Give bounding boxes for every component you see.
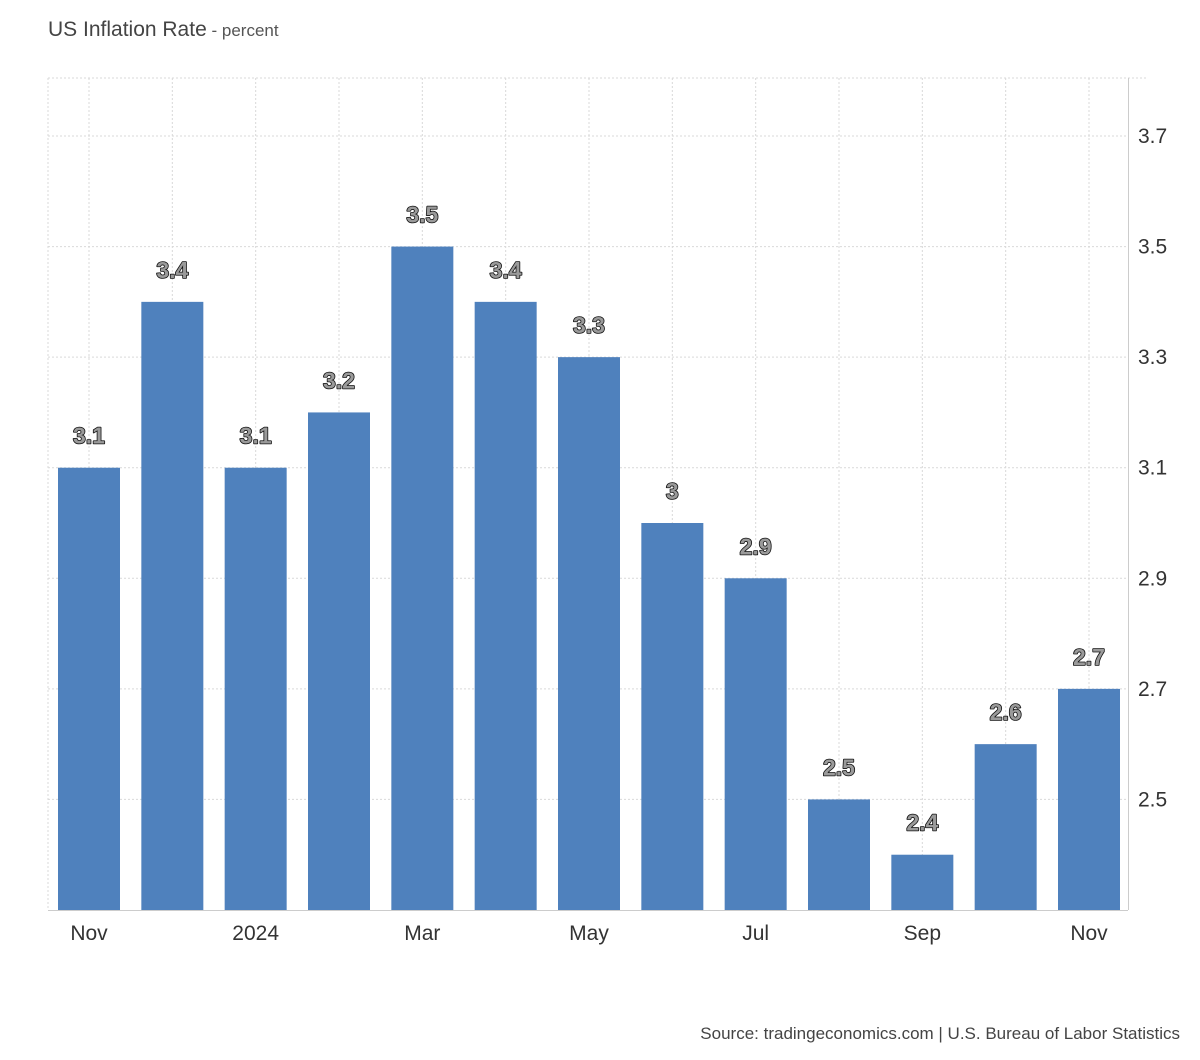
value-label-0: 3.1 (73, 423, 105, 449)
bar-12 (1058, 688, 1120, 910)
value-labels-layer: 3.1 3.4 3.1 3.2 3.5 3.4 3.3 3 2.9 2.5 2.4 2.6 2.7 (72, 201, 1106, 837)
bar-5 (474, 301, 537, 910)
value-label-6: 3.3 (573, 312, 605, 338)
y-tick-label-6: 3.7 (1138, 125, 1167, 148)
value-label-11: 2.6 (990, 699, 1022, 725)
bar-9 (808, 799, 870, 910)
title-separator: - (206, 21, 222, 40)
value-label-12: 2.7 (1073, 644, 1105, 670)
y-tick-label-4: 3.3 (1138, 346, 1167, 369)
value-label-8: 2.9 (740, 533, 772, 559)
chart-title-block: US Inflation Rate - percent (48, 18, 279, 42)
chart-title: US Inflation Rate (48, 18, 207, 41)
bar-0 (58, 467, 120, 910)
bar-8 (724, 578, 787, 910)
x-tick-label-1: 2024 (232, 922, 279, 945)
bar-4 (391, 246, 454, 911)
y-tick-label-3: 3.1 (1138, 457, 1167, 480)
x-tick-label-2: Mar (404, 922, 440, 945)
value-label-2: 3.1 (240, 423, 272, 449)
value-label-5: 3.4 (490, 257, 522, 283)
y-tick-label-0: 2.5 (1138, 788, 1167, 811)
x-tick-label-3: May (569, 922, 609, 945)
y-tick-label-5: 3.5 (1138, 236, 1167, 259)
axes-layer: 2.5 2.7 2.9 3.1 3.3 3.5 3.7 Nov 2024 Mar May Jul Sep… (48, 78, 1167, 945)
x-tick-label-6: Nov (1070, 922, 1108, 945)
bar-1 (141, 301, 204, 910)
bar-7 (641, 523, 704, 910)
x-tick-label-4: Jul (742, 922, 769, 945)
value-label-3: 3.2 (323, 367, 355, 393)
source-attribution: Source: tradingeconomics.com | U.S. Bure… (700, 1024, 1180, 1043)
value-label-1: 3.4 (156, 257, 188, 283)
x-tick-label-5: Sep (904, 922, 941, 945)
y-tick-label-1: 2.7 (1138, 678, 1167, 701)
x-tick-label-0: Nov (70, 922, 108, 945)
bar-2 (224, 467, 287, 910)
value-label-9: 2.5 (823, 754, 855, 780)
bar-3 (308, 412, 370, 910)
chart-unit: percent (221, 21, 279, 40)
bar-11 (974, 744, 1037, 910)
bars-layer (58, 246, 1120, 911)
y-tick-label-2: 2.9 (1138, 567, 1167, 590)
value-label-4: 3.5 (406, 202, 438, 228)
bar-6 (558, 357, 620, 911)
value-label-7: 3 (666, 478, 679, 504)
bar-10 (891, 854, 954, 910)
value-label-10: 2.4 (906, 810, 938, 836)
